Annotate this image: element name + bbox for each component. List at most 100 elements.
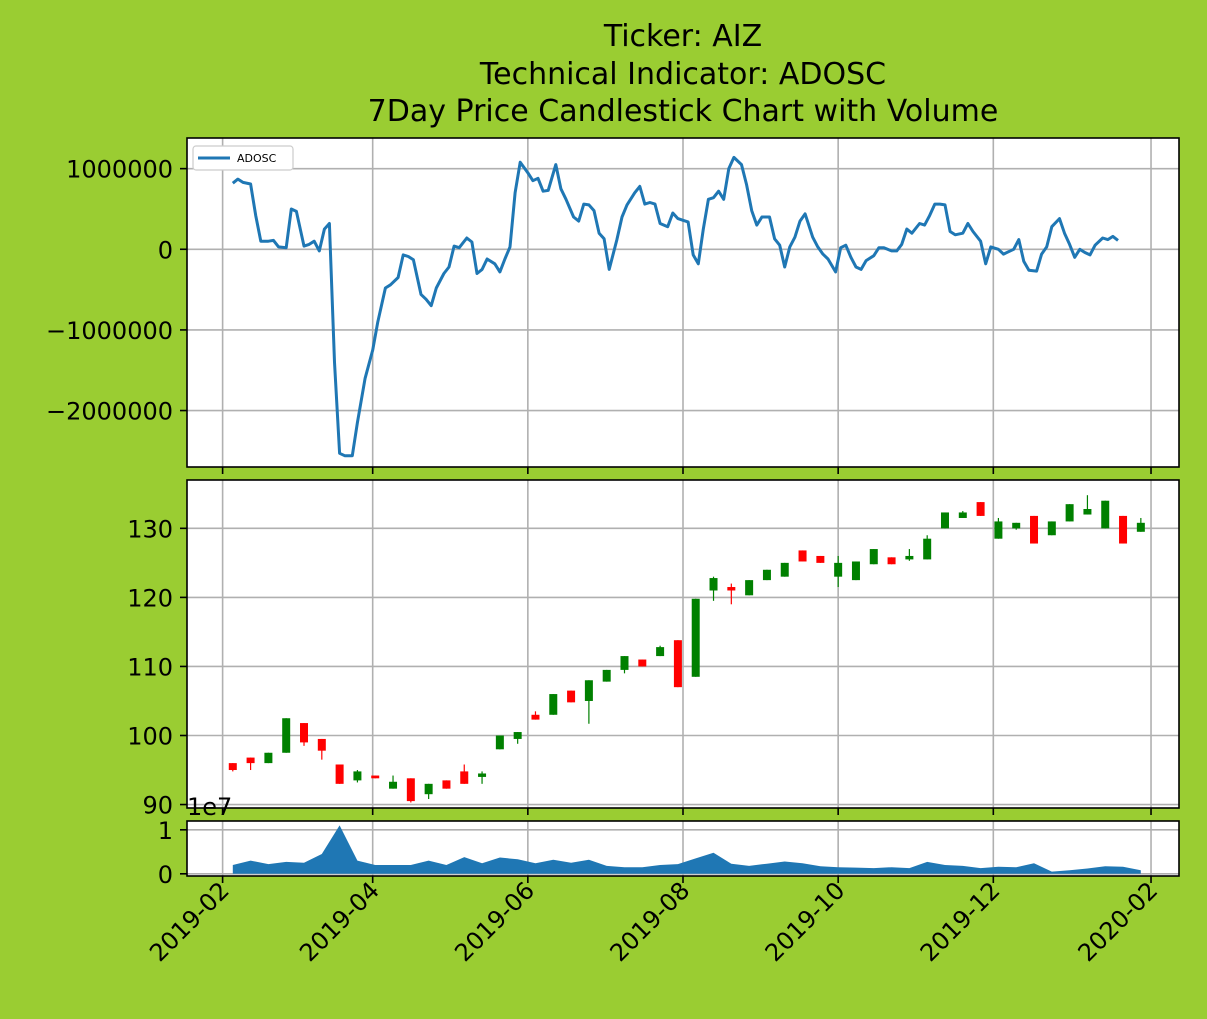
candle-body-2019-05-07 (460, 771, 469, 784)
candle-2019-02-12 (246, 757, 255, 771)
candle-body-2019-12-03 (994, 521, 1003, 539)
indicator-y-ticks: 1000000 0 −1000000 −2000000 (46, 156, 187, 426)
volume-y-tick-label-0: 0 (158, 861, 173, 889)
candle-body-2020-01-21 (1119, 515, 1128, 544)
candle-body-2019-04-09 (389, 781, 398, 789)
candle-body-2019-08-27 (745, 580, 754, 596)
candle-2019-07-30 (673, 640, 682, 688)
volume-area (232, 825, 1141, 874)
candle-2019-09-17 (798, 550, 807, 562)
candle-body-2019-08-20 (727, 587, 736, 591)
volume-offset-label: 1e7 (187, 793, 232, 821)
candle-2020-01-21 (1119, 515, 1128, 544)
candle-body-2019-02-05 (228, 763, 237, 771)
candle-2019-04-09 (389, 775, 398, 789)
candle-2019-07-02 (602, 669, 611, 682)
candle-body-2019-05-21 (495, 735, 504, 750)
figure-title: Ticker: AIZ Technical Indicator: ADOSC 7… (368, 19, 999, 129)
legend-entry-adosc: ADOSC (237, 152, 277, 165)
candle-2019-08-13 (709, 576, 718, 601)
candle-body-2019-02-26 (282, 718, 291, 753)
candle-body-2019-05-28 (513, 732, 522, 739)
candle-2019-08-20 (727, 583, 736, 605)
candle-2019-12-24 (1047, 521, 1056, 536)
candle-body-2019-04-30 (442, 780, 451, 789)
indicator-y-tick-label-1: 0 (158, 236, 173, 264)
candle-2019-10-15 (869, 549, 878, 565)
indicator-legend: ADOSC (192, 145, 294, 171)
candle-body-2019-07-16 (638, 659, 647, 667)
candle-2019-07-09 (620, 656, 629, 674)
price-x-tick-marks (221, 808, 1152, 815)
candle-body-2019-12-31 (1065, 504, 1074, 522)
candle-body-2019-07-23 (656, 647, 665, 657)
candle-body-2019-11-12 (940, 512, 949, 529)
candle-body-2019-02-12 (246, 757, 255, 764)
candle-body-2019-07-09 (620, 656, 629, 670)
candle-body-2020-01-14 (1101, 500, 1110, 529)
candle-body-2019-04-23 (424, 783, 433, 795)
candle-2019-05-21 (495, 735, 504, 750)
candle-body-2019-06-25 (584, 680, 593, 701)
candle-2019-09-24 (816, 555, 825, 563)
candle-2020-01-14 (1101, 500, 1110, 529)
candle-body-2019-03-12 (317, 738, 326, 751)
price-y-tick-label-2: 110 (127, 653, 173, 681)
candle-2019-06-11 (549, 694, 558, 715)
candle-2019-02-05 (228, 763, 237, 772)
candle-body-2019-12-10 (1012, 522, 1021, 529)
legend-box (192, 145, 294, 171)
indicator-panel: 1000000 0 −1000000 −2000000 ADOSC (46, 137, 1180, 474)
price-y-tick-label-3: 120 (127, 584, 173, 612)
candle-body-2019-10-22 (887, 557, 896, 565)
x-tick-label-2019-02: 2019-02 (144, 876, 235, 967)
candle-2019-03-12 (317, 738, 326, 760)
candle-2019-03-26 (353, 770, 362, 783)
candle-2019-04-02 (371, 775, 380, 779)
candle-body-2019-10-15 (869, 549, 878, 565)
candle-body-2019-04-16 (406, 778, 415, 802)
candle-2019-02-19 (264, 752, 273, 764)
price-y-tick-label-1: 100 (127, 722, 173, 750)
candle-body-2019-03-05 (300, 723, 309, 743)
candle-2019-09-10 (780, 562, 789, 577)
x-tick-label-2019-06: 2019-06 (449, 876, 540, 967)
candle-2020-01-28 (1136, 517, 1145, 532)
title-line-indicator: Technical Indicator: ADOSC (479, 57, 886, 92)
candle-2019-10-08 (851, 561, 860, 581)
volume-y-tick-label-1: 1 (158, 817, 173, 845)
volume-panel: 01 1e7 2019-02 2019-04 2019-06 2019-08 2019-… (144, 793, 1180, 967)
candle-2019-06-25 (584, 680, 593, 724)
candle-2019-12-31 (1065, 504, 1074, 522)
candle-2019-12-03 (994, 517, 1003, 539)
title-line-chart-type: 7Day Price Candlestick Chart with Volume (368, 94, 999, 129)
indicator-y-tick-label-2: −1000000 (46, 317, 173, 345)
x-tick-label-2019-04: 2019-04 (294, 876, 385, 967)
candle-2019-05-14 (478, 771, 487, 784)
candle-2019-04-30 (442, 780, 451, 789)
x-tick-label-2019-08: 2019-08 (605, 876, 696, 967)
title-line-ticker: Ticker: AIZ (603, 19, 762, 54)
candle-body-2020-01-07 (1083, 509, 1092, 515)
candle-2019-10-22 (887, 557, 896, 565)
x-tick-label-2019-12: 2019-12 (915, 876, 1006, 967)
candle-2019-11-05 (923, 535, 932, 560)
price-grid (187, 480, 1179, 808)
candle-body-2019-09-10 (780, 562, 789, 577)
candle-body-2019-06-11 (549, 694, 558, 715)
candle-2019-05-28 (513, 732, 522, 744)
candle-body-2019-02-19 (264, 752, 273, 764)
adosc-series-line (231, 155, 1119, 458)
x-axis-ticks: 2019-02 2019-04 2019-06 2019-08 2019-10 2019-… (144, 876, 1163, 967)
candle-body-2019-05-14 (478, 773, 487, 777)
candle-2019-09-03 (762, 569, 771, 581)
candle-body-2019-06-18 (567, 690, 576, 703)
candle-2019-08-27 (745, 580, 754, 596)
volume-y-ticks: 01 (158, 817, 187, 889)
candle-body-2019-11-26 (976, 502, 985, 516)
candle-2019-08-06 (691, 598, 700, 677)
candle-2019-12-10 (1012, 522, 1021, 530)
candle-2019-12-17 (1030, 515, 1039, 544)
candle-2019-07-23 (656, 645, 665, 657)
